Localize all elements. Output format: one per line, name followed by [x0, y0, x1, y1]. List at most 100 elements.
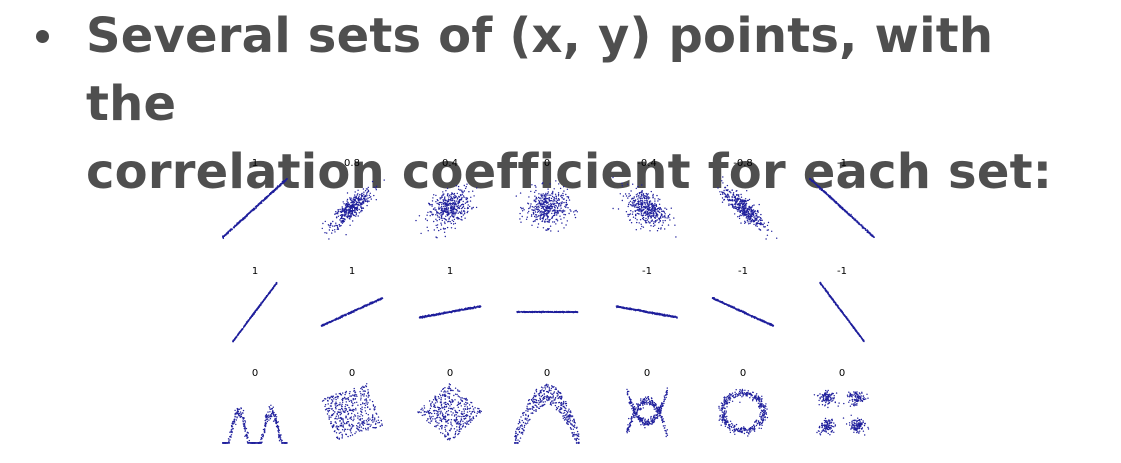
scatter-point — [750, 211, 752, 213]
scatter-point — [448, 217, 450, 219]
scatter-point — [233, 226, 235, 229]
scatter-point — [658, 207, 660, 209]
scatter-point — [361, 207, 363, 210]
scatter-point — [621, 182, 623, 184]
scatter-point — [535, 200, 537, 203]
scatter-point — [535, 218, 537, 221]
scatter-point — [749, 221, 751, 223]
scatter-point — [734, 205, 737, 207]
scatter-point — [444, 311, 446, 313]
scatter-point — [516, 311, 518, 313]
scatter-point — [533, 200, 535, 202]
scatter-point — [647, 197, 649, 199]
scatter-point — [747, 221, 749, 223]
scatter-point — [267, 194, 270, 197]
scatter-point — [358, 208, 360, 211]
scatter-point — [370, 196, 372, 198]
scatter-point — [541, 203, 543, 206]
scatter-point — [553, 203, 555, 205]
scatter-point — [741, 214, 743, 217]
scatter-point — [660, 217, 662, 219]
scatter-point — [441, 203, 443, 206]
scatter-point — [433, 208, 435, 210]
scatter-point — [420, 316, 423, 319]
scatter-point — [627, 205, 629, 208]
scatter-point — [742, 211, 745, 214]
scatter-point — [527, 212, 529, 214]
scatter-point — [758, 228, 760, 230]
scatter-point — [344, 205, 347, 207]
scatter-point — [748, 219, 750, 221]
scatter-point — [540, 199, 542, 201]
scatter-point — [536, 206, 538, 209]
scatter-point — [437, 199, 439, 202]
scatter-point — [345, 211, 348, 213]
scatter-point — [535, 216, 537, 218]
scatter-point — [555, 205, 557, 207]
scatter-point — [745, 214, 747, 216]
scatter-point — [621, 199, 623, 202]
scatter-point — [437, 216, 439, 218]
scatter-point — [348, 311, 350, 314]
scatter-point — [548, 208, 551, 210]
scatter-point — [257, 203, 259, 206]
scatter-point — [362, 305, 365, 308]
scatter-point — [427, 211, 429, 214]
scatter-point — [863, 227, 865, 230]
scatter-point — [234, 338, 236, 340]
scatter-point — [531, 184, 533, 186]
scatter-point — [433, 194, 435, 196]
scatter-point — [562, 192, 564, 195]
scatter-point — [548, 203, 550, 206]
scatter-point — [866, 229, 868, 231]
scatter-point — [559, 209, 561, 211]
scatter-point — [640, 205, 642, 207]
scatter-point — [660, 215, 662, 217]
scatter-point — [652, 193, 654, 196]
scatter-point — [653, 207, 655, 209]
scatter-point — [365, 200, 367, 202]
scatter-point — [818, 186, 821, 188]
scatter-point — [557, 193, 560, 196]
scatter-point — [673, 217, 675, 219]
scatter-point — [355, 213, 357, 216]
scatter-point — [741, 206, 744, 209]
scatter-point — [813, 181, 815, 183]
scatter-point — [755, 223, 757, 226]
scatter-point — [528, 311, 530, 313]
scatter-point — [762, 224, 764, 226]
scatter-point — [430, 204, 432, 206]
scatter-point — [541, 200, 544, 202]
scatter-point — [362, 201, 364, 203]
scatter-point — [628, 193, 630, 195]
scatter-point — [641, 194, 643, 197]
scatter-point — [530, 190, 532, 193]
scatter-point — [438, 201, 441, 204]
scatter-point — [657, 198, 659, 200]
scatter-point — [745, 217, 747, 219]
scatter-point — [656, 194, 658, 197]
scatter-point — [337, 215, 340, 217]
scatter-point — [556, 207, 559, 209]
scatter-point — [859, 224, 861, 226]
scatter-point — [262, 199, 265, 202]
scatter-point — [743, 207, 745, 210]
scatter-point — [649, 206, 651, 209]
scatter-point — [440, 212, 442, 214]
scatter-point — [533, 215, 536, 218]
scatter-point — [646, 202, 648, 204]
scatter-point — [335, 216, 338, 218]
scatter-point — [356, 308, 358, 311]
scatter-point — [633, 205, 635, 207]
scatter-point — [362, 203, 364, 205]
scatter-point — [738, 209, 740, 211]
scatter-point — [814, 182, 816, 185]
scatter-point — [461, 191, 463, 193]
scatter-point — [555, 196, 558, 198]
scatter-point — [740, 209, 742, 212]
scatter-point — [851, 216, 853, 219]
scatter-point — [521, 208, 523, 210]
scatter-point — [558, 204, 560, 206]
scatter-point — [550, 202, 552, 205]
scatter-point — [420, 232, 422, 235]
